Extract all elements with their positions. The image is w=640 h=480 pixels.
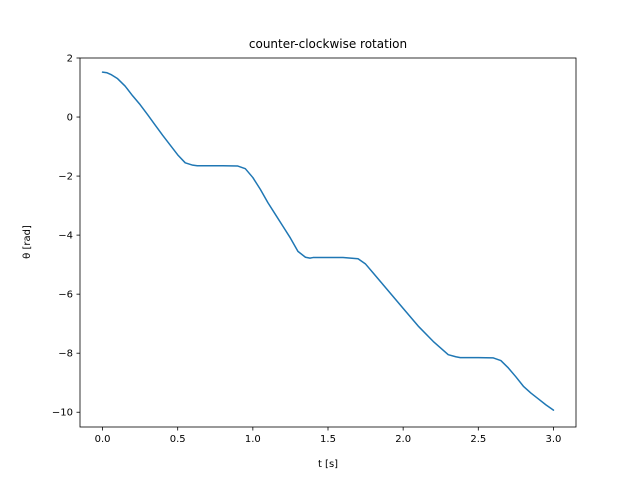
x-tick-label: 3.0	[546, 434, 562, 445]
y-tick-label: 0	[67, 113, 73, 124]
x-axis-label: t [s]	[318, 459, 338, 470]
x-tick-label: 2.5	[470, 434, 486, 445]
series-line	[101, 71, 555, 411]
x-tick-label: 1.5	[320, 434, 336, 445]
x-tick-label: 2.0	[395, 434, 411, 445]
plot-area	[80, 58, 576, 427]
y-tick-label: −8	[58, 349, 73, 360]
x-axis-ticks: 0.0 0.5 1.0 1.5 2.0 2.5 3.0	[95, 427, 562, 445]
chart-title: counter-clockwise rotation	[249, 37, 407, 51]
series-layer	[101, 71, 555, 411]
y-tick-label: −4	[58, 231, 73, 242]
axes-frame	[79, 57, 577, 428]
y-tick-label: −6	[58, 290, 73, 301]
y-tick-label: −2	[58, 172, 73, 183]
y-tick-label: 2	[67, 54, 73, 65]
y-tick-label: −10	[52, 408, 73, 419]
y-axis-label: θ [rad]	[22, 225, 33, 259]
x-tick-label: 0.5	[170, 434, 186, 445]
x-tick-label: 1.0	[245, 434, 261, 445]
y-axis-ticks: −10 −8 −6 −4 −2 0 2	[52, 54, 80, 419]
x-tick-label: 0.0	[95, 434, 111, 445]
